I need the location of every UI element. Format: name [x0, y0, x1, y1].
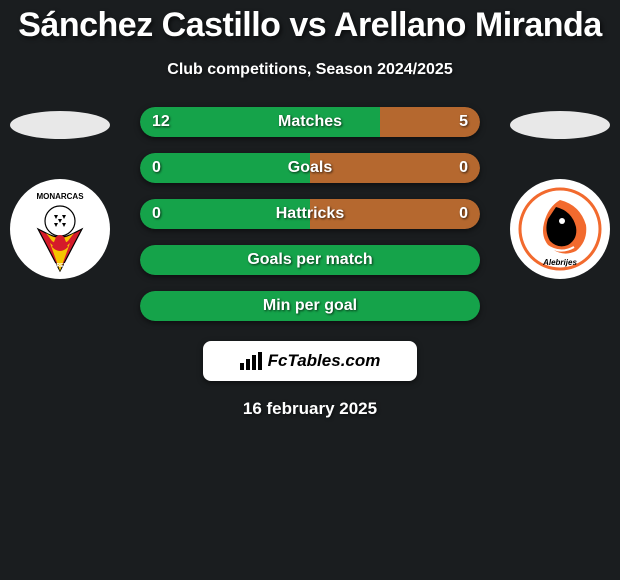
stat-bar: Goals per match: [140, 245, 480, 275]
stat-bar-value-left: 12: [152, 107, 170, 137]
comparison-panel: MONARCAS MORELIA: [0, 107, 620, 321]
player1-column: MONARCAS MORELIA: [0, 107, 120, 279]
svg-text:MONARCAS: MONARCAS: [36, 192, 84, 201]
player1-flag: [10, 111, 110, 139]
stat-bar-label: Goals per match: [140, 245, 480, 275]
subtitle: Club competitions, Season 2024/2025: [0, 61, 620, 79]
alebrijes-logo-icon: Alebrijes: [516, 185, 604, 273]
stat-bar: Min per goal: [140, 291, 480, 321]
stat-bar-label: Matches: [140, 107, 480, 137]
player2-column: Alebrijes: [500, 107, 620, 279]
player2-flag: [510, 111, 610, 139]
branding-text: FcTables.com: [268, 351, 381, 371]
stat-bar-label: Goals: [140, 153, 480, 183]
player2-club-logo: Alebrijes: [510, 179, 610, 279]
stat-bars: Matches125Goals00Hattricks00Goals per ma…: [140, 107, 480, 321]
stat-bar: Hattricks0 0: [140, 199, 480, 229]
stat-bar-label: Min per goal: [140, 291, 480, 321]
stat-bar-value-right: 0: [459, 199, 468, 229]
stat-bar-value-right: 0: [459, 153, 468, 183]
page-title: Sánchez Castillo vs Arellano Miranda: [0, 0, 620, 45]
monarcas-logo-icon: MONARCAS MORELIA: [16, 185, 104, 273]
stat-bar: Goals0 0: [140, 153, 480, 183]
date-label: 16 february 2025: [0, 399, 620, 419]
stat-bar-value-right: 5: [459, 107, 468, 137]
stat-bar-value-left: 0: [152, 153, 161, 183]
stat-bar: Matches12 5: [140, 107, 480, 137]
player1-club-logo: MONARCAS MORELIA: [10, 179, 110, 279]
stat-bar-value-left: 0: [152, 199, 161, 229]
chart-icon: [240, 352, 262, 370]
svg-text:MORELIA: MORELIA: [48, 263, 71, 269]
stat-bar-label: Hattricks: [140, 199, 480, 229]
svg-text:Alebrijes: Alebrijes: [542, 258, 577, 267]
branding-badge: FcTables.com: [203, 341, 417, 381]
